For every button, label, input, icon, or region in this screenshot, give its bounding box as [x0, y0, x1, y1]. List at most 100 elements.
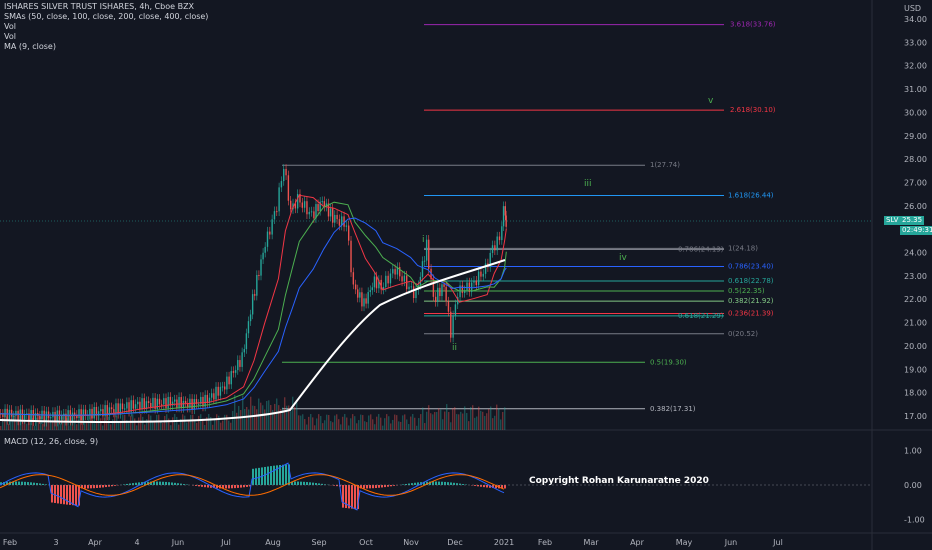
x-tick-label: 4 — [134, 538, 139, 547]
volume-bar — [350, 418, 352, 430]
volume-bar — [380, 417, 382, 430]
volume-bar — [430, 413, 432, 430]
fib-level-label: 1(24.18) — [728, 244, 758, 252]
macd-histogram-bar — [282, 464, 284, 485]
volume-bar — [290, 411, 292, 430]
volume-bar — [260, 402, 262, 430]
volume-bar — [142, 416, 144, 430]
candle-body — [147, 401, 150, 403]
macd-histogram-bar — [39, 483, 41, 485]
candle-body — [13, 415, 15, 417]
volume-bar — [138, 417, 140, 430]
candle-body — [359, 292, 361, 298]
macd-legend[interactable]: MACD (12, 26, close, 9) — [4, 437, 99, 446]
volume-bar — [466, 413, 468, 430]
volume-bar — [394, 414, 396, 430]
candle-body — [251, 294, 254, 315]
macd-histogram-bar — [105, 485, 107, 488]
volume-bar — [440, 409, 442, 430]
volume-bar — [498, 408, 500, 430]
candle-body — [412, 286, 415, 299]
candle-body — [197, 403, 200, 405]
volume-bar — [220, 422, 222, 430]
volume-bar — [340, 424, 342, 430]
volume-bar — [308, 416, 310, 430]
volume-bar — [310, 414, 312, 430]
candle-body — [423, 260, 426, 262]
volume-bar — [168, 418, 170, 430]
y-tick-label: 19.00 — [904, 365, 927, 374]
candle-body — [262, 252, 264, 260]
macd-histogram-bar — [180, 483, 182, 485]
macd-histogram-bar — [318, 483, 320, 485]
candle-body — [345, 225, 348, 227]
x-tick-label: Feb — [3, 538, 17, 547]
candle-body — [145, 401, 148, 409]
candle-body — [367, 292, 369, 304]
macd-histogram-bar — [453, 482, 455, 485]
volume-bar — [298, 415, 300, 430]
candle-body — [254, 294, 256, 296]
volume-bar — [336, 414, 338, 430]
candle-body — [273, 211, 276, 220]
macd-histogram-bar — [267, 466, 269, 485]
candle-body — [369, 290, 371, 293]
volume-bar — [444, 411, 446, 430]
volume-bar — [144, 424, 146, 430]
candle-body — [232, 371, 235, 373]
volume-bar — [504, 407, 506, 430]
y-tick-label: 28.00 — [904, 155, 927, 164]
macd-histogram-bar — [0, 482, 2, 485]
volume-bar — [250, 396, 252, 430]
vol-legend-2[interactable]: Vol — [4, 32, 16, 41]
candle-body — [45, 411, 48, 422]
candle-body — [154, 397, 156, 409]
volume-bar — [300, 415, 302, 430]
candle-body — [241, 352, 243, 367]
candle-body — [158, 398, 161, 405]
volume-bar — [266, 400, 268, 430]
volume-bar — [492, 418, 494, 430]
vol-legend-1[interactable]: Vol — [4, 22, 16, 31]
candle-body — [171, 401, 174, 406]
elliott-wave-label: ii — [452, 343, 457, 353]
candle-body — [276, 211, 278, 213]
candle-body — [215, 386, 217, 400]
sma-legend[interactable]: SMAs (50, close, 100, close, 200, close,… — [4, 12, 209, 21]
macd-histogram-bar — [150, 481, 152, 485]
volume-bar — [84, 422, 86, 430]
macd-histogram-bar — [333, 485, 335, 486]
volume-bar — [78, 419, 80, 430]
volume-bar — [316, 418, 318, 430]
volume-bar — [210, 417, 212, 430]
candle-body — [63, 413, 65, 416]
macd-histogram-bar — [249, 485, 251, 487]
candle-body — [110, 407, 113, 410]
symbol-tag: SLV — [884, 216, 901, 225]
volume-bar — [282, 407, 284, 430]
x-tick-label: Jun — [171, 538, 185, 547]
candle-body — [396, 267, 399, 275]
macd-signal-line — [0, 474, 505, 496]
candle-body — [30, 410, 32, 421]
macd-histogram-bar — [378, 485, 380, 488]
candle-body — [437, 287, 439, 302]
volume-bar — [246, 406, 248, 430]
candle-body — [421, 261, 424, 277]
candle-body — [464, 290, 466, 293]
x-tick-label: Apr — [630, 538, 645, 547]
candle-body — [54, 411, 56, 422]
candle-body — [290, 200, 292, 210]
candle-body — [247, 321, 250, 334]
volume-bars — [0, 394, 506, 430]
ma-legend[interactable]: MA (9, close) — [4, 42, 56, 51]
macd-histogram-bar — [270, 466, 272, 485]
macd-histogram-bar — [108, 485, 110, 487]
candle-body — [491, 245, 494, 253]
candle-body — [317, 204, 319, 212]
symbol-title[interactable]: ISHARES SILVER TRUST ISHARES, 4h, Cboe B… — [4, 2, 195, 11]
volume-bar — [202, 418, 204, 430]
candle-body — [249, 314, 252, 322]
macd-histogram-bar — [246, 485, 248, 487]
